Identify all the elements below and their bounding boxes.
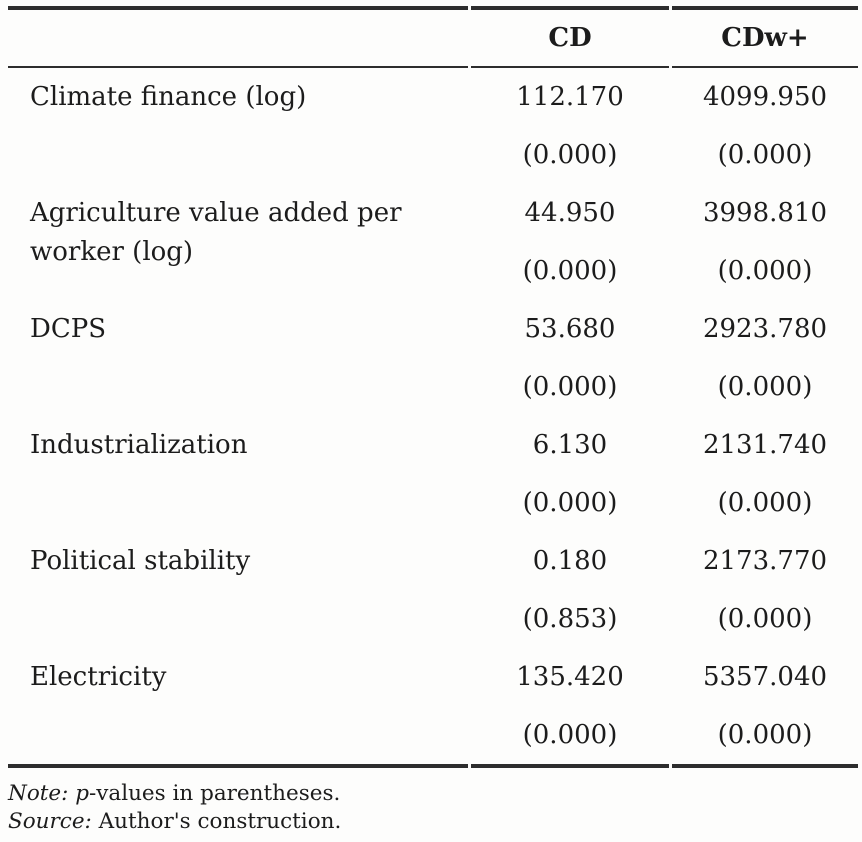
row-label: Electricity (8, 648, 468, 768)
cd-pvalue: (0.000) (471, 706, 669, 768)
cross-section-dependence-table: CD CDw+ Climate finance (log) 112.170 4099… (5, 6, 861, 768)
row-label-text: Climate finance (log) (30, 82, 307, 112)
row-label-text: Electricity (30, 662, 167, 692)
table-pvalue-row: (0.000) (0.000) (8, 474, 858, 532)
cdw-pvalue: (0.000) (672, 706, 858, 768)
table-pvalue-row: (0.000) (0.000) (8, 126, 858, 184)
row-label: Industrialization (8, 416, 468, 532)
row-label: Political stability (8, 532, 468, 648)
note-text: -values in parentheses. (88, 781, 341, 806)
table-pvalue-row: (0.000) (0.000) (8, 358, 858, 416)
table-row: Agriculture value added per worker (log)… (8, 184, 858, 267)
note-line: Note: p-values in parentheses. (8, 780, 862, 808)
cd-statistic: 135.420 (516, 662, 624, 692)
cd-statistic: 112.170 (516, 82, 624, 112)
table-row: Electricity 135.420 5357.040 (8, 648, 858, 768)
cd-pvalue: (0.000) (522, 488, 618, 518)
cd-statistic: 6.130 (532, 430, 608, 460)
column-header-cdw: CDw+ (672, 6, 858, 68)
cdw-pvalue: (0.000) (717, 140, 813, 170)
row-label-text: Industrialization (30, 430, 248, 460)
cd-statistic: 44.950 (524, 198, 616, 228)
row-label-text: Agriculture value added per worker (log) (30, 198, 402, 267)
table-pvalue-row: (0.853) (0.000) (8, 590, 858, 648)
cdw-statistic: 2923.780 (702, 314, 828, 344)
table-row: Political stability 0.180 2173.770 (8, 532, 858, 590)
column-header-cd: CD (471, 6, 669, 68)
cdw-statistic: 2173.770 (702, 546, 828, 576)
cd-pvalue: (0.000) (522, 372, 618, 402)
source-text: Author's construction. (98, 809, 342, 834)
cdw-statistic: 4099.950 (702, 82, 828, 112)
cdw-pvalue: (0.000) (717, 256, 813, 286)
cd-statistic: 0.180 (532, 546, 608, 576)
row-label: DCPS (8, 300, 468, 416)
note-label: Note: (8, 781, 76, 806)
cd-pvalue: (0.000) (522, 140, 618, 170)
row-label-text: Political stability (30, 546, 251, 576)
table-row: Climate finance (log) 112.170 4099.950 (8, 68, 858, 126)
row-label-text: DCPS (30, 314, 107, 344)
cdw-statistic: 2131.740 (702, 430, 828, 460)
table-row: Industrialization 6.130 2131.740 (8, 416, 858, 474)
cd-pvalue: (0.000) (522, 256, 618, 286)
header-row: CD CDw+ (8, 6, 858, 68)
cdw-pvalue: (0.000) (717, 372, 813, 402)
cdw-pvalue: (0.000) (717, 488, 813, 518)
row-label: Climate finance (log) (8, 68, 468, 184)
source-line: Source: Author's construction. (8, 808, 862, 836)
source-label: Source: (8, 809, 99, 834)
cd-pvalue: (0.853) (522, 604, 618, 634)
cdw-pvalue: (0.000) (717, 604, 813, 634)
header-empty-cell (8, 6, 468, 68)
table-footnotes: Note: p-values in parentheses. Source: A… (8, 780, 862, 836)
cd-statistic: 53.680 (524, 314, 616, 344)
note-p-symbol: p (75, 781, 89, 806)
cdw-statistic: 5357.040 (702, 662, 828, 692)
table-row: DCPS 53.680 2923.780 (8, 300, 858, 358)
row-label: Agriculture value added per worker (log) (8, 184, 468, 300)
cdw-statistic: 3998.810 (702, 198, 828, 228)
table-pvalue-row: (0.000) (0.000) (8, 242, 858, 300)
table-pvalue-row: (0.000) (0.000) (8, 706, 858, 768)
